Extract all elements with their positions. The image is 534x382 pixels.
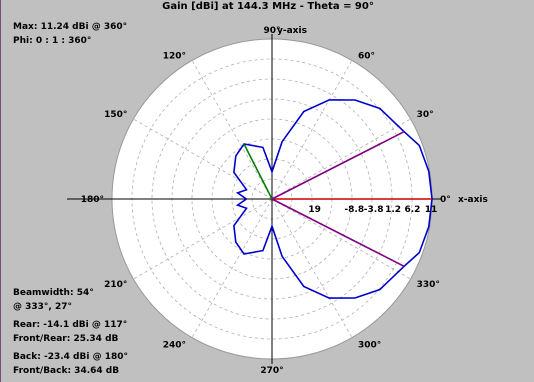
grid-spoke — [271, 118, 411, 200]
angle-label-150: 150° — [104, 110, 127, 120]
angle-label-240: 240° — [163, 341, 186, 351]
rear-marker-line — [243, 143, 273, 200]
max-gain-label: Max: 11.24 dBi @ 360° — [13, 22, 128, 32]
angle-label-270: 270° — [260, 366, 283, 376]
back-gain-label: Back: -23.4 dBi @ 180° — [13, 352, 129, 362]
grid-spoke — [191, 60, 273, 200]
grid-spoke — [133, 118, 273, 200]
y-axis-label: y-axis — [277, 26, 307, 36]
angle-label-330: 330° — [417, 280, 440, 290]
angle-label-30: 30° — [417, 110, 434, 120]
angle-label-180: 180° — [81, 195, 104, 205]
front-rear-label: Front/Rear: 25.34 dB — [13, 334, 119, 344]
grid-spoke — [133, 198, 273, 280]
radial-tick-label: -3.8 — [364, 205, 384, 215]
rear-gain-label: Rear: -14.1 dBi @ 117° — [13, 320, 128, 330]
angle-label-210: 210° — [104, 280, 127, 290]
angle-label-0: 0° — [440, 195, 451, 205]
radial-tick-label: 11 — [425, 205, 438, 215]
radial-tick-label: -8.8 — [344, 205, 364, 215]
angle-label-60: 60° — [358, 51, 375, 61]
radial-tick-label: 19 — [308, 205, 321, 215]
angle-label-120: 120° — [163, 51, 186, 61]
x-axis-label: x-axis — [458, 195, 488, 205]
beamwidth-label: Beamwidth: 54° — [13, 288, 94, 298]
grid-spoke — [271, 198, 411, 280]
radial-tick-label: 1.2 — [385, 205, 401, 215]
chart-title: Gain [dBi] at 144.3 MHz - Theta = 90° — [162, 1, 374, 12]
gain-pattern-line — [233, 99, 433, 299]
beamwidth-lower-marker-line — [271, 198, 405, 267]
beamwidth-upper-marker-line — [271, 131, 405, 200]
grid-spoke — [271, 60, 353, 200]
beamwidth-angles-label: @ 333°, 27° — [13, 302, 72, 312]
grid-spoke — [271, 198, 353, 338]
angle-label-300: 300° — [358, 341, 381, 351]
radial-tick-label: 6.2 — [404, 205, 420, 215]
angle-label-90: 90° — [263, 26, 280, 36]
phi-range-label: Phi: 0 : 1 : 360° — [13, 36, 92, 46]
grid-spoke — [191, 198, 273, 338]
front-back-label: Front/Back: 34.64 dB — [13, 366, 120, 376]
